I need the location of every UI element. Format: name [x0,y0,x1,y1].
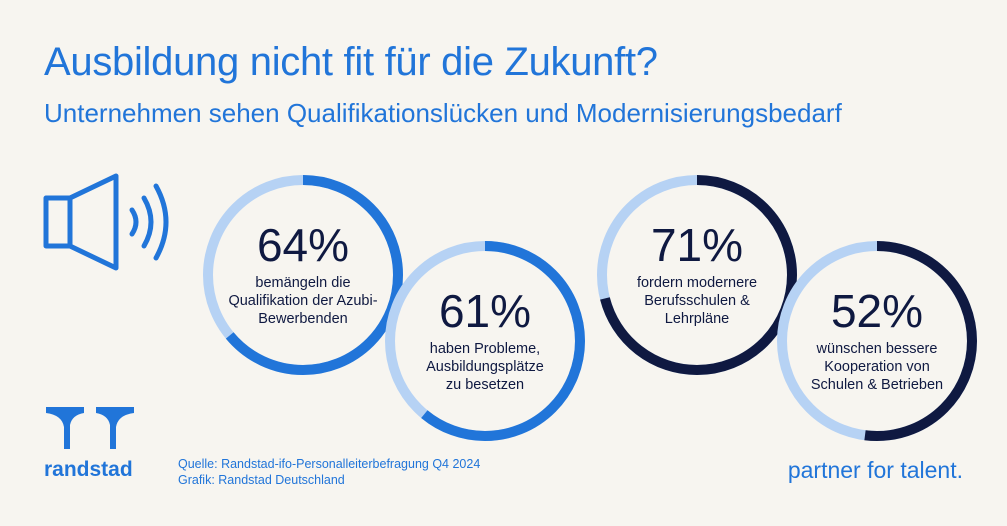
donut-svg [203,175,403,375]
donut-description: wünschen bessere Kooperation von Schulen… [810,341,944,393]
donut-description: haben Probleme, Ausbildungsplätze zu bes… [426,341,544,393]
donut-value-label: 61% [438,285,532,337]
donut-value-arc [385,241,585,441]
donut-svg [777,241,977,441]
donut-value-arc [597,175,797,375]
donut-description: fordern modernere Berufsschulen & Lehrpl… [636,275,758,327]
source-note: Quelle: Randstad-ifo-Personalleiterbefra… [178,456,480,488]
page-subtitle: Unternehmen sehen Qualifikationslücken u… [44,98,842,128]
donut-value-label: 52% [830,285,924,337]
donut-value-label: 71% [650,219,744,271]
source-line: Quelle: Randstad-ifo-Personalleiterbefra… [178,457,481,471]
speaker-icon [43,173,169,271]
donut-value-label: 64% [256,219,350,271]
page-title: Ausbildung nicht fit für die Zukunft? [44,40,658,84]
tagline: partner for talent. [787,457,963,483]
donut-chart-qualification: 64% bemängeln die Qualifikation der Azub… [203,175,403,375]
brand-name: randstad [44,458,133,481]
donut-chart-cooperation: 52% wünschen bessere Kooperation von Sch… [777,241,977,441]
donut-value-arc [203,175,403,375]
randstad-logo-icon [46,407,134,449]
credit-line: Grafik: Randstad Deutschland [178,473,345,487]
donut-chart-modern-schools: 71% fordern modernere Berufsschulen & Le… [597,175,797,375]
donut-value-arc [777,241,977,441]
donut-svg [597,175,797,375]
donut-description: bemängeln die Qualifikation der Azubi- B… [228,275,378,327]
donut-svg [385,241,585,441]
donut-chart-training-positions: 61% haben Probleme, Ausbildungsplätze zu… [385,241,585,441]
